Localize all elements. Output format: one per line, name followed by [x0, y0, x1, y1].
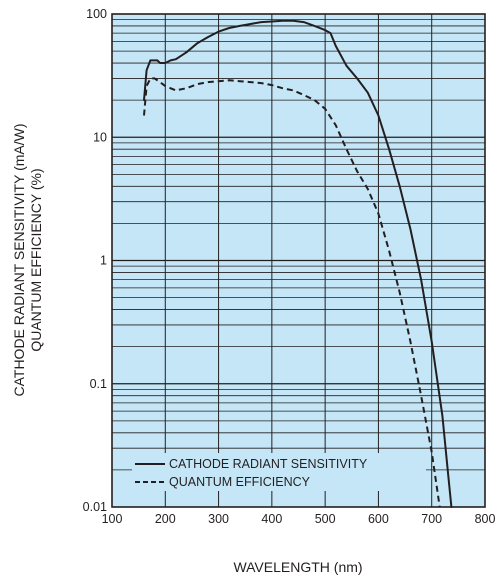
- y-tick-label: 10: [93, 130, 107, 144]
- x-tick-label: 400: [261, 512, 282, 526]
- x-tick-label: 200: [155, 512, 176, 526]
- x-tick-label: 100: [102, 512, 123, 526]
- y-axis-label: CATHODE RADIANT SENSITIVITY (mA/W) QUANT…: [11, 123, 44, 396]
- legend-label-quantum-efficiency: QUANTUM EFFICIENCY: [169, 475, 311, 489]
- x-tick-label: 600: [368, 512, 389, 526]
- y-tick-label: 100: [86, 7, 107, 21]
- x-tick-labels: 100 200 300 400 500 600 700 800: [102, 512, 496, 526]
- x-tick-label: 300: [208, 512, 229, 526]
- x-tick-label: 500: [315, 512, 336, 526]
- x-tick-label: 700: [421, 512, 442, 526]
- y-tick-label: 0.01: [83, 500, 107, 514]
- plot-frame: [111, 13, 486, 508]
- y-tick-label: 0.1: [90, 377, 107, 391]
- y-axis-label-line-2: QUANTUM EFFICIENCY (%): [28, 168, 44, 351]
- legend-label-cathode-radiant-sensitivity: CATHODE RADIANT SENSITIVITY: [169, 457, 368, 471]
- series-line-cathode-radiant-sensitivity: [143, 19, 453, 508]
- x-tick-label: 800: [475, 512, 496, 526]
- curves: [143, 19, 453, 508]
- legend-box: [132, 453, 426, 491]
- legend: CATHODE RADIANT SENSITIVITY QUANTUM EFFI…: [132, 453, 426, 491]
- y-tick-label: 1: [100, 254, 107, 268]
- y-axis-label-line-1: CATHODE RADIANT SENSITIVITY (mA/W): [11, 123, 27, 396]
- y-tick-labels: 0.01 0.1 1 10 100: [83, 7, 107, 514]
- series-line-quantum-efficiency: [143, 77, 441, 508]
- x-axis-label: WAVELENGTH (nm): [233, 559, 362, 575]
